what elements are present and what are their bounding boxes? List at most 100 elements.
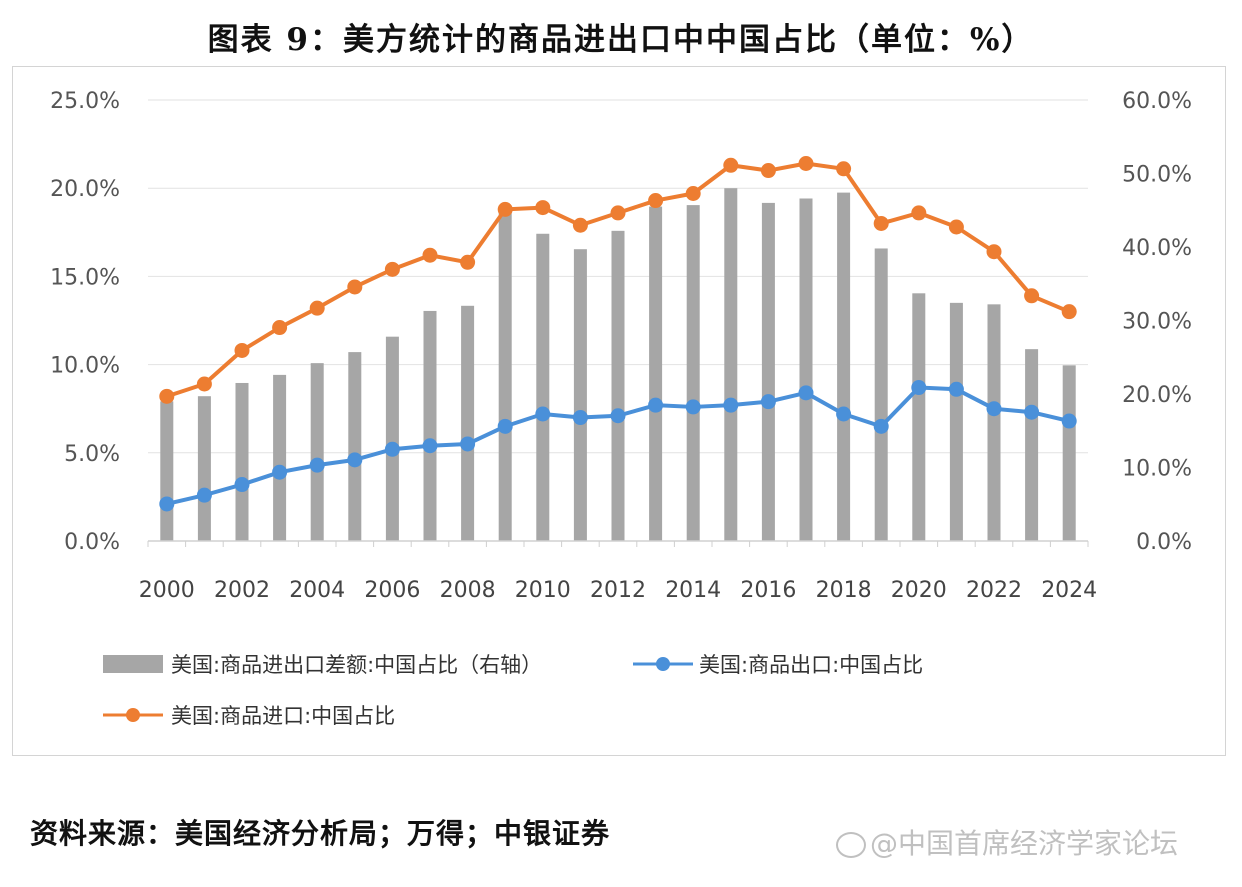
data-point — [723, 397, 739, 413]
data-point — [384, 261, 400, 277]
x-axis-tick-label: 2008 — [440, 578, 496, 603]
left-axis-tick-label: 25.0% — [50, 89, 120, 114]
data-point — [836, 406, 852, 422]
data-point — [272, 320, 288, 336]
data-point — [610, 408, 626, 424]
data-point — [836, 161, 852, 177]
bar — [686, 205, 700, 542]
data-point — [572, 217, 588, 233]
data-point — [497, 418, 513, 434]
data-point — [798, 385, 814, 401]
legend-swatch-marker — [656, 657, 670, 671]
chart-frame — [12, 66, 1226, 756]
data-point — [1061, 413, 1077, 429]
bar — [611, 230, 625, 541]
bar — [874, 248, 888, 541]
data-point — [986, 401, 1002, 417]
data-point — [911, 205, 927, 221]
right-axis-tick-label: 20.0% — [1122, 383, 1192, 408]
data-point — [196, 487, 212, 503]
data-point — [535, 200, 551, 216]
bar — [724, 188, 738, 541]
x-axis-tick-label: 2018 — [816, 578, 872, 603]
data-point — [309, 300, 325, 316]
left-axis-tick-label: 15.0% — [50, 265, 120, 290]
bar — [385, 336, 399, 541]
data-point — [159, 388, 175, 404]
legend-swatch-bar — [103, 655, 163, 673]
line-series — [159, 156, 1077, 512]
data-point — [948, 381, 964, 397]
chart-title: 图表 9：美方统计的商品进出口中中国占比（单位：%） — [207, 22, 1035, 58]
bar — [1025, 349, 1039, 541]
right-axis-tick-label: 60.0% — [1122, 89, 1192, 114]
data-point — [159, 496, 175, 512]
data-point — [610, 205, 626, 221]
legend-label: 美国:商品出口:中国占比 — [699, 653, 923, 677]
data-point — [497, 201, 513, 217]
x-axis-tick-label: 2004 — [289, 578, 345, 603]
bar-series-trade-balance-share — [160, 188, 1076, 542]
wechat-icon — [836, 832, 866, 858]
data-point — [347, 452, 363, 468]
data-point — [234, 477, 250, 493]
x-axis-tick-label: 2014 — [665, 578, 721, 603]
bar — [761, 202, 775, 541]
bar — [837, 192, 851, 542]
data-point — [572, 410, 588, 426]
watermark-text: @中国首席经济学家论坛 — [870, 827, 1179, 860]
data-point — [760, 394, 776, 410]
legend: 美国:商品进出口差额:中国占比（右轴） 美国:商品出口:中国占比美国:商品进口:中… — [103, 653, 923, 728]
x-axis-tick-label: 2016 — [740, 578, 796, 603]
legend-label: 美国:商品进出口差额:中国占比（右轴） — [171, 653, 542, 677]
bar — [423, 310, 437, 541]
x-axis-tick-label: 2002 — [214, 578, 270, 603]
data-point — [234, 342, 250, 358]
bar — [799, 198, 813, 542]
x-axis-tick-label: 2000 — [139, 578, 195, 603]
data-point — [460, 436, 476, 452]
bar — [987, 304, 1001, 541]
source-note: 资料来源：美国经济分析局；万得；中银证券 — [30, 817, 611, 850]
left-axis-tick-label: 20.0% — [50, 177, 120, 202]
legend-label: 美国:商品进口:中国占比 — [171, 704, 395, 728]
axes: 0.0% 5.0% 10.0% 15.0% 20.0% 25.0% 0.0% 10.0% 20.… — [50, 89, 1192, 603]
bar — [536, 233, 550, 541]
bar — [498, 211, 512, 541]
data-point — [648, 397, 664, 413]
watermark: @中国首席经济学家论坛 — [836, 822, 1178, 862]
data-point — [460, 254, 476, 270]
x-axis-tick-label: 2006 — [364, 578, 420, 603]
data-point — [723, 157, 739, 173]
left-axis-tick-label: 5.0% — [64, 442, 120, 467]
data-point — [798, 156, 814, 172]
data-point — [535, 406, 551, 422]
bar — [573, 249, 587, 541]
data-point — [347, 279, 363, 295]
bar — [1062, 365, 1076, 541]
data-point — [873, 418, 889, 434]
bar — [649, 206, 663, 541]
x-axis-tick-label: 2022 — [966, 578, 1022, 603]
x-axis-tick-label: 2012 — [590, 578, 646, 603]
data-point — [948, 219, 964, 235]
data-point — [272, 464, 288, 480]
data-point — [986, 244, 1002, 260]
data-point — [873, 215, 889, 231]
data-point — [648, 193, 664, 209]
left-axis-tick-label: 0.0% — [64, 530, 120, 555]
bar — [273, 374, 287, 541]
right-axis-tick-label: 0.0% — [1136, 530, 1192, 555]
bar — [949, 302, 963, 541]
data-point — [760, 163, 776, 179]
bar — [348, 352, 362, 541]
data-point — [384, 441, 400, 457]
right-axis-tick-label: 50.0% — [1122, 163, 1192, 188]
data-point — [1061, 304, 1077, 320]
bar — [461, 305, 475, 541]
data-point — [1024, 288, 1040, 304]
left-axis-tick-label: 10.0% — [50, 354, 120, 379]
data-point — [1024, 404, 1040, 420]
bar — [197, 396, 211, 541]
